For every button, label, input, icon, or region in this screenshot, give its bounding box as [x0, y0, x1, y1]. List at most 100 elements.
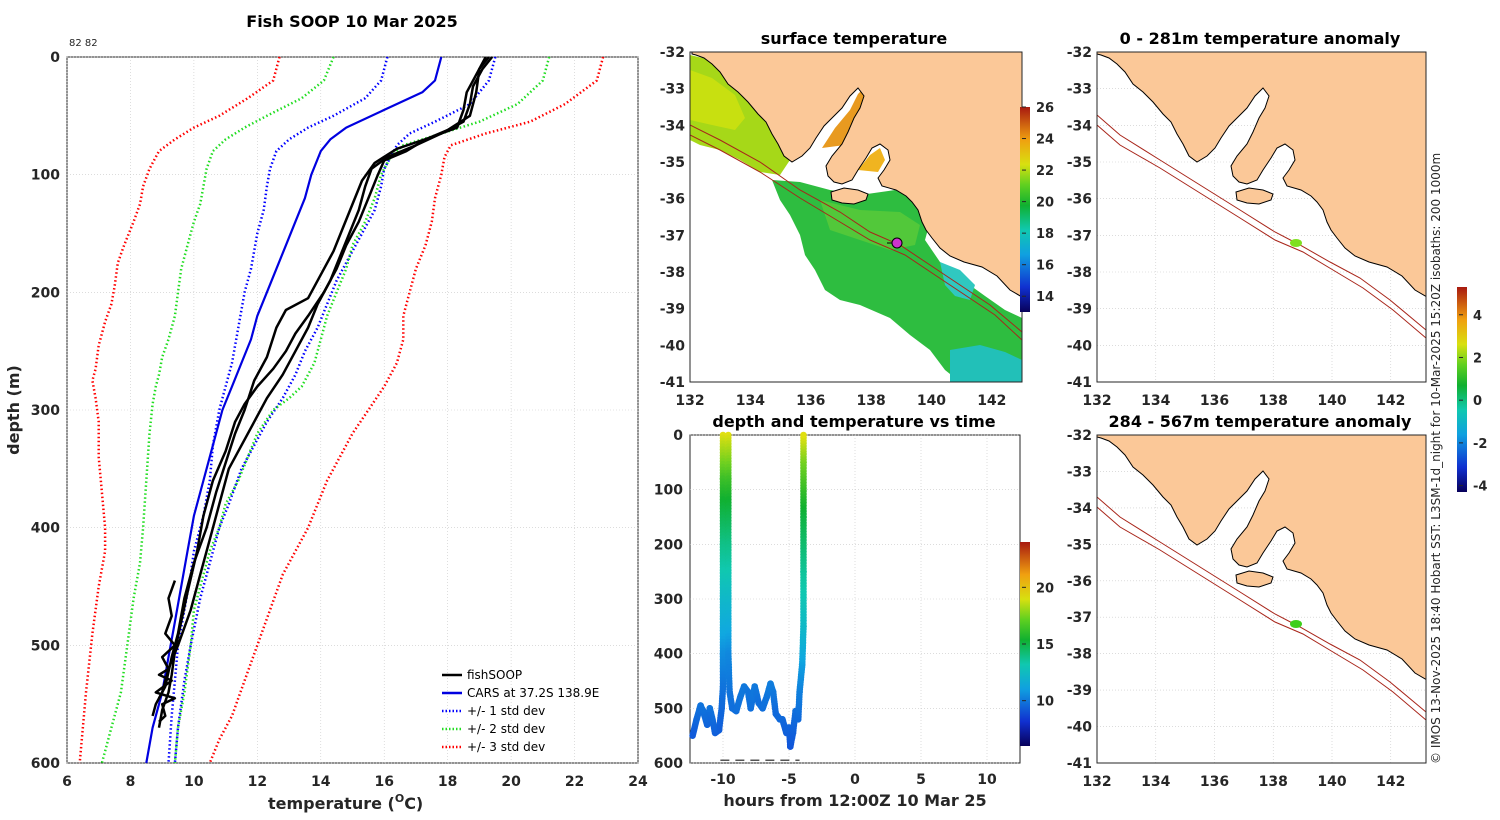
depth-time-y-tick: 100	[654, 483, 683, 499]
map-y-tick: -38	[660, 265, 685, 281]
map-y-tick: -38	[1067, 647, 1092, 663]
sst-x-ticks: 132 134 136 138 140 142	[675, 393, 1006, 409]
depth-time-point	[800, 431, 807, 439]
sst-colorbar-tick-label: 16	[1036, 259, 1054, 274]
profile-y-tick: 200	[31, 285, 60, 301]
anomaly-colorbar	[1457, 287, 1467, 492]
map-y-tick: -39	[660, 302, 685, 318]
sst-blob-shelf-warm	[820, 200, 920, 250]
profile-y-tick: 100	[31, 168, 60, 184]
map-y-tick: -40	[1067, 720, 1093, 736]
map-y-tick: -35	[1067, 155, 1092, 171]
profile-x-tick: 24	[628, 774, 648, 790]
depth-time-title: depth and temperature vs time	[712, 412, 995, 431]
profile-x-tick: 8	[126, 774, 136, 790]
map-y-tick: -32	[660, 45, 685, 61]
map-x-tick: 142	[1376, 774, 1405, 790]
legend-fishsoop: fishSOOP	[467, 668, 522, 682]
anomaly2-x-ticks: 132 134 136 138 140 142	[1082, 774, 1405, 790]
anomaly1-y-ticks: -32 -33 -34 -35 -36 -37 -38 -39 -40 -41	[1067, 45, 1093, 391]
sst-map	[690, 52, 1022, 382]
anomaly1-frame	[1096, 51, 1427, 383]
anomaly2-map	[1097, 435, 1426, 721]
sst-colorbar-ticks: 14 16 18 20 22 24 26	[1022, 101, 1054, 305]
anomaly2-isobath-200	[1097, 496, 1426, 713]
profile-legend: fishSOOP CARS at 37.2S 138.9E +/- 1 std …	[442, 668, 599, 754]
profile-x-tick: 18	[438, 774, 457, 790]
profile-series-line	[157, 56, 490, 728]
depth-time-x-tick: -10	[710, 772, 736, 788]
profile-y-tick: 500	[31, 638, 60, 654]
profile-y-tick: 0	[50, 50, 60, 66]
depth-time-x-tick: -5	[781, 772, 797, 788]
sst-isobath-1000	[690, 134, 1022, 341]
map-x-tick: 132	[1082, 774, 1111, 790]
profile-x-tick: 16	[374, 774, 393, 790]
map-y-tick: -34	[660, 118, 686, 134]
profile-x-tick: 6	[62, 774, 72, 790]
map-y-tick: -36	[660, 192, 685, 208]
anomaly1-track-marker	[1290, 239, 1302, 247]
profile-grid	[66, 56, 639, 764]
anomaly2-isobath-1000	[1097, 506, 1426, 721]
anomaly1-isobath-1000	[1097, 124, 1426, 339]
depth-time-x-ticks: -10 -5 0 5 10	[710, 772, 997, 788]
map-y-tick: -37	[1067, 228, 1092, 244]
depth-time-colorbar-tick-label: 20	[1036, 581, 1054, 596]
map-y-tick: -33	[1067, 464, 1092, 480]
profile-x-label-end: C)	[404, 794, 423, 813]
map-x-tick: 138	[856, 393, 885, 409]
map-y-tick: -38	[1067, 265, 1092, 281]
profile-y-tick: 400	[31, 521, 60, 537]
map-y-tick: -37	[1067, 610, 1092, 626]
map-y-tick: -40	[1067, 338, 1093, 354]
anomaly-colorbar-ticks: -4 -2 0 2 4	[1459, 309, 1487, 495]
profile-title: Fish SOOP 10 Mar 2025	[246, 12, 457, 31]
map-x-tick: 132	[675, 393, 704, 409]
sst-gulf-vincent	[858, 148, 885, 172]
legend-std3: +/- 3 std dev	[467, 740, 545, 754]
profile-x-tick: 14	[311, 774, 331, 790]
map-y-tick: -41	[1067, 375, 1092, 391]
map-x-tick: 140	[1317, 393, 1346, 409]
anomaly-colorbar-tick-label: 2	[1473, 351, 1482, 366]
sst-blob-south-cool	[950, 345, 1022, 382]
sst-blob-cool	[940, 262, 975, 300]
sst-colorbar	[1020, 107, 1030, 312]
depth-time-point	[689, 732, 696, 739]
map-y-tick: -41	[1067, 756, 1092, 772]
profile-x-tick: 22	[565, 774, 584, 790]
profile-series-line	[145, 56, 443, 764]
profile-x-tick: 12	[248, 774, 267, 790]
map-x-tick: 134	[1141, 393, 1170, 409]
depth-time-colorbar-tick-label: 15	[1036, 638, 1054, 653]
sst-isobath-200	[690, 124, 1022, 333]
profile-series-line	[173, 56, 551, 764]
depth-time-x-tick: 5	[916, 772, 926, 788]
profile-series	[78, 56, 605, 764]
map-x-tick: 140	[917, 393, 946, 409]
map-y-tick: -39	[1067, 302, 1092, 318]
credit-text: © IMOS 13-Nov-2025 18:40 Hobart SST: L3S…	[1429, 153, 1443, 764]
profile-x-tick: 20	[501, 774, 521, 790]
anomaly-colorbar-tick-label: 4	[1473, 309, 1482, 324]
depth-time-y-tick: 500	[654, 701, 683, 717]
depth-time-y-tick: 600	[654, 756, 683, 772]
anomaly-colorbar-tick-label: -4	[1473, 480, 1487, 495]
depth-time-y-tick: 300	[654, 592, 683, 608]
sst-colorbar-tick-label: 20	[1036, 196, 1054, 211]
map-y-tick: -40	[660, 338, 686, 354]
sst-colorbar-tick-label: 26	[1036, 101, 1054, 116]
map-y-tick: -36	[1067, 574, 1092, 590]
profile-x-tick: 10	[184, 774, 204, 790]
map-x-tick: 140	[1317, 774, 1346, 790]
anomaly2-title: 284 - 567m temperature anomaly	[1109, 412, 1412, 431]
anomaly2-y-ticks: -32 -33 -34 -35 -36 -37 -38 -39 -40 -41	[1067, 428, 1093, 772]
map-y-tick: -32	[1067, 428, 1092, 444]
profile-y-label: depth (m)	[4, 365, 23, 455]
depth-time-x-tick: 10	[977, 772, 997, 788]
map-x-tick: 142	[977, 393, 1006, 409]
depth-time-y-tick: 400	[654, 647, 683, 663]
map-y-tick: -39	[1067, 683, 1092, 699]
map-x-tick: 136	[1200, 393, 1229, 409]
